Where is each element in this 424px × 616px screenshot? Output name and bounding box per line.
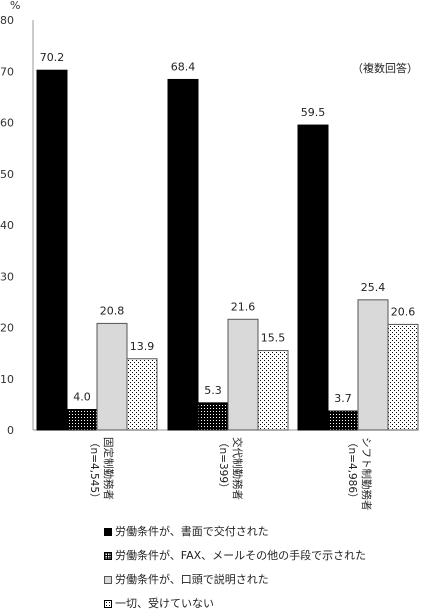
bar-s4-c2 (257, 350, 289, 431)
legend-item-fax-mail: 労働条件が、FAX、メールその他の手段で示された (104, 544, 366, 568)
legend-swatch-icon (104, 528, 112, 536)
bar-s1-c1 (36, 69, 68, 431)
bar-s1-c2 (167, 78, 199, 431)
data-label-s1-c3: 59.5 (301, 106, 326, 119)
category-sample-size: （n=4,545） (88, 437, 100, 504)
bar-s4-c1 (126, 358, 158, 431)
category-name: 固定制勤務者 (102, 437, 115, 500)
data-label-s4-c3: 20.6 (391, 305, 416, 318)
legend-swatch-icon (104, 552, 112, 560)
bars (36, 69, 419, 431)
legend-label: 一切、受けていない (115, 597, 214, 610)
legend-item-written: 労働条件が、書面で交付された (104, 520, 366, 544)
category-sample-size: （n=399） (217, 437, 229, 494)
y-tick-label: 50 (0, 168, 14, 181)
multiple-answer-note: （複数回答） (352, 61, 418, 75)
bar-s3-c3 (357, 299, 389, 431)
y-tick-label: 60 (0, 117, 14, 130)
data-label-s2-c1: 4.0 (73, 391, 91, 404)
data-label-s1-c1: 70.2 (40, 51, 65, 64)
legend-item-verbal: 労働条件が、口頭で説明された (104, 568, 366, 592)
bar-s4-c3 (387, 323, 419, 431)
bar-s2-c1 (66, 409, 98, 431)
y-tick-label: 10 (0, 373, 14, 386)
bar-chart: % （複数回答） 0 10 20 30 40 50 60 70 80 70.2 68.4 59.5 4… (0, 0, 419, 511)
category-sample-size: （n=4,986） (346, 437, 358, 504)
data-label-s3-c1: 20.8 (100, 304, 125, 317)
legend-item-none: 一切、受けていない (104, 592, 366, 616)
legend-swatch-icon (104, 600, 112, 608)
legend-label: 労働条件が、口頭で説明された (115, 573, 269, 586)
data-label-s3-c3: 25.4 (361, 281, 386, 294)
legend-label: 労働条件が、書面で交付された (115, 525, 269, 538)
data-label-s4-c1: 13.9 (130, 340, 155, 353)
y-tick-label: 70 (0, 65, 14, 78)
y-tick-label: 20 (0, 322, 14, 335)
bar-s2-c2 (197, 402, 229, 431)
data-label-s1-c2: 68.4 (171, 60, 196, 73)
y-tick-label: 40 (0, 219, 14, 232)
category-labels: 固定制勤務者（n=4,545） 交代制勤務者（n=399） シフト制勤務者（n=4,… (88, 437, 373, 511)
category-name: シフト制勤務者 (360, 437, 373, 511)
data-label-s2-c3: 3.7 (334, 392, 352, 405)
y-tick-label: 80 (0, 14, 14, 27)
bar-s1-c3 (297, 124, 329, 431)
y-axis-ticks: 0 10 20 30 40 50 60 70 80 (0, 14, 14, 437)
legend-label: 労働条件が、FAX、メールその他の手段で示された (115, 549, 367, 562)
data-labels: 70.2 68.4 59.5 4.0 5.3 3.7 20.8 21.6 25.4 13.9 15.… (40, 51, 416, 405)
data-label-s4-c2: 15.5 (261, 332, 286, 345)
bar-s2-c3 (327, 410, 359, 431)
bar-s3-c2 (227, 318, 259, 431)
y-tick-label: 0 (7, 424, 14, 437)
bar-s3-c1 (96, 322, 128, 431)
category-label-group: 交代制勤務者（n=399） (217, 437, 244, 500)
category-label-group: シフト制勤務者（n=4,986） (346, 437, 373, 511)
category-name: 交代制勤務者 (231, 437, 244, 500)
data-label-s2-c2: 5.3 (204, 384, 222, 397)
y-axis-unit: % (10, 0, 20, 12)
legend: 労働条件が、書面で交付された 労働条件が、FAX、メールその他の手段で示された … (104, 520, 366, 616)
category-label-group: 固定制勤務者（n=4,545） (88, 437, 115, 504)
y-tick-label: 30 (0, 270, 14, 283)
legend-swatch-icon (104, 576, 112, 584)
data-label-s3-c2: 21.6 (231, 300, 256, 313)
